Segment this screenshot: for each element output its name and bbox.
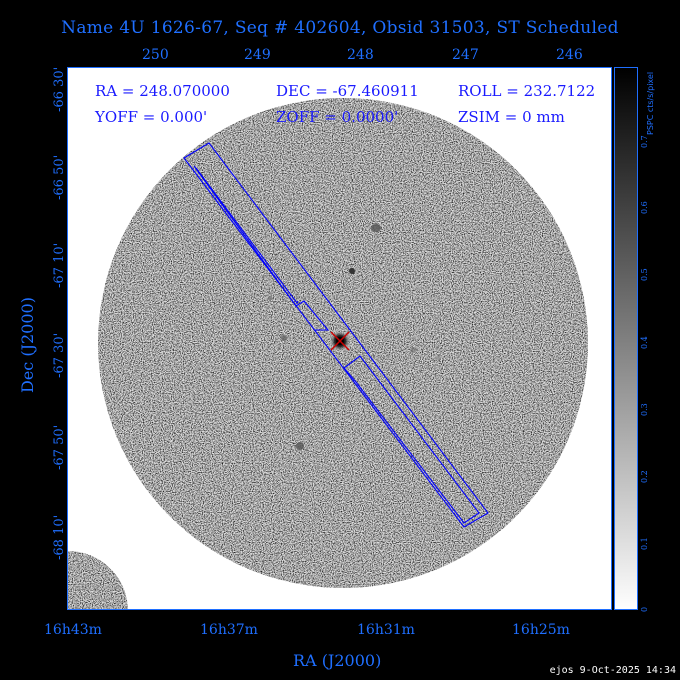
page-title: Name 4U 1626-67, Seq # 402604, Obsid 315… <box>61 18 619 38</box>
field-source <box>371 224 381 232</box>
field-source <box>246 386 250 390</box>
colorbar-tick: 0.4 <box>640 336 649 349</box>
field-source <box>296 442 304 450</box>
colorbar-gradient <box>615 68 637 609</box>
top-tick-label: 248 <box>347 47 374 63</box>
zsim-readout: ZSIM = 0 mm <box>458 108 565 126</box>
colorbar-tick: 0.1 <box>640 537 649 550</box>
target-marker <box>330 331 350 351</box>
left-tick-label: -67 30' <box>52 332 67 378</box>
top-tick-label: 250 <box>142 47 169 63</box>
left-tick-label: -68 10' <box>52 514 67 560</box>
left-tick-label: -66 30' <box>52 66 67 112</box>
zoff-readout: ZOFF = 0.0000' <box>276 108 399 126</box>
colorbar-tick: 0.3 <box>640 403 649 416</box>
roll-readout: ROLL = 232.7122 <box>458 82 596 100</box>
sky-image <box>68 68 611 609</box>
colorbar-tick: 0.5 <box>640 268 649 281</box>
sky-image-panel[interactable] <box>67 67 612 610</box>
colorbar-label: PSPC cts/s/pixel <box>646 71 655 135</box>
field-source <box>268 296 272 300</box>
top-tick-label: 249 <box>244 47 271 63</box>
top-tick-label: 246 <box>556 47 583 63</box>
left-tick-label: -66 50' <box>52 154 67 200</box>
colorbar-tick: 0.2 <box>640 470 649 483</box>
colorbar-tick: 0.6 <box>640 201 649 214</box>
bottom-tick-label: 16h31m <box>357 622 415 638</box>
bottom-tick-label: 16h43m <box>44 622 102 638</box>
credit-stamp: ejos 9-Oct-2025 14:34 <box>549 665 676 676</box>
left-tick-label: -67 10' <box>52 242 67 288</box>
field-source <box>349 268 355 274</box>
colorbar-tick: 0 <box>640 606 649 612</box>
colorbar <box>614 67 638 610</box>
colorbar-tick: 0.7 <box>640 135 649 148</box>
field-source <box>281 335 287 341</box>
top-tick-label: 247 <box>452 47 479 63</box>
y-axis-title: Dec (J2000) <box>18 297 37 393</box>
x-axis-title: RA (J2000) <box>293 651 382 670</box>
instrument-footprint-outline <box>183 142 489 528</box>
bottom-tick-label: 16h37m <box>200 622 258 638</box>
field-source <box>410 347 416 353</box>
dec-readout: DEC = -67.460911 <box>276 82 419 100</box>
bottom-tick-label: 16h25m <box>512 622 570 638</box>
yoff-readout: YOFF = 0.000' <box>95 108 208 126</box>
left-tick-label: -67 50' <box>52 424 67 470</box>
field-source <box>435 356 441 360</box>
ra-readout: RA = 248.070000 <box>95 82 230 100</box>
